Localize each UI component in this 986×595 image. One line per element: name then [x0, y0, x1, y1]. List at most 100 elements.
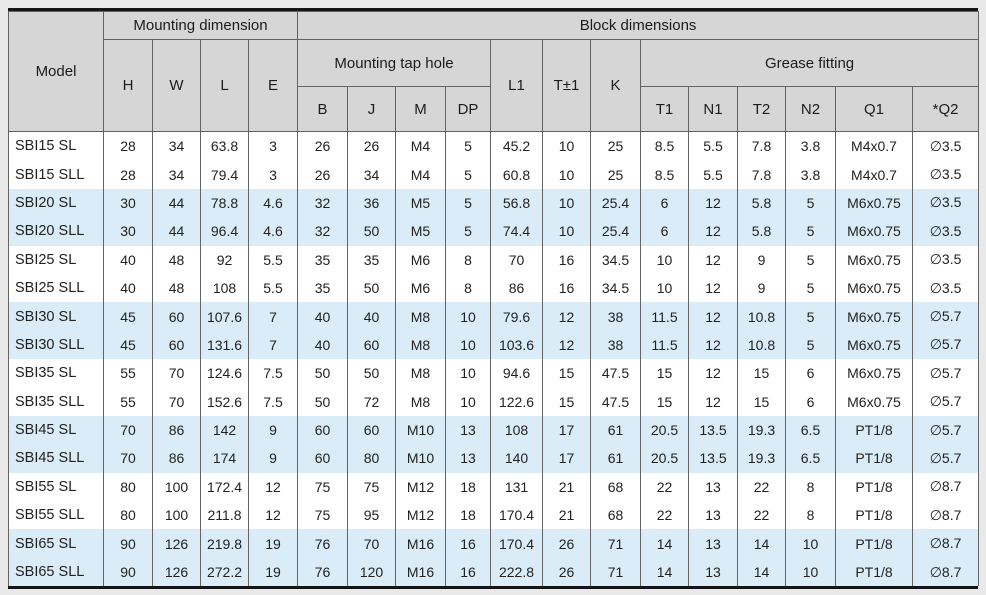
value-cell: 28	[103, 160, 153, 189]
header-col-l1: L1	[490, 39, 543, 132]
value-cell: 32	[297, 217, 348, 246]
table-row: SBI30 SL 45 60 107.6 7 40 40 M8 10 79.6 12 38 11.5 12…	[8, 302, 980, 331]
value-cell: 40	[297, 302, 348, 331]
value-cell: M8	[395, 330, 446, 360]
value-cell: 25	[590, 131, 641, 161]
value-cell: 13	[445, 415, 491, 445]
value-cell: 9	[248, 415, 298, 445]
value-cell: 174	[200, 444, 249, 473]
value-cell: 60.8	[490, 160, 543, 189]
value-cell: 56.8	[490, 188, 543, 218]
value-cell: 36	[347, 188, 396, 218]
value-cell: 50	[297, 359, 348, 388]
value-cell: 15	[542, 359, 591, 388]
table-row: SBI15 SLL 28 34 79.4 3 26 34 M4 5 60.8 10 25 8.5 5.5 7…	[8, 160, 980, 189]
value-cell: 35	[347, 245, 396, 274]
value-cell: 70	[152, 359, 201, 388]
value-cell: 17	[542, 415, 591, 445]
value-cell: 70	[103, 444, 153, 473]
value-cell: 55	[103, 387, 153, 416]
model-cell: SBI55 SLL	[8, 501, 104, 530]
value-cell: 45	[103, 302, 153, 331]
value-cell: M4x0.7	[835, 131, 913, 161]
value-cell: 15	[737, 359, 786, 388]
value-cell: 5.5	[248, 245, 298, 274]
value-cell: 86	[490, 273, 543, 303]
header-grease-fitting: Grease fitting	[639, 39, 980, 87]
value-cell: 7.5	[248, 359, 298, 388]
value-cell: ∅8.7	[911, 472, 980, 502]
value-cell: 40	[297, 330, 348, 360]
value-cell: 5	[785, 302, 836, 331]
value-cell: 12	[248, 472, 298, 502]
value-cell: 14	[640, 529, 689, 558]
value-cell: M16	[395, 557, 446, 587]
header-col-t2: T2	[737, 86, 786, 132]
value-cell: 13.5	[688, 415, 738, 445]
value-cell: 13.5	[688, 444, 738, 473]
value-cell: 103.6	[490, 330, 543, 360]
value-cell: 45.2	[490, 131, 543, 161]
header-mounting-dimension: Mounting dimension	[103, 11, 298, 40]
value-cell: 3.8	[785, 131, 836, 161]
model-cell: SBI45 SL	[8, 415, 104, 445]
value-cell: 34.5	[590, 273, 641, 303]
value-cell: M6x0.75	[835, 330, 913, 360]
value-cell: 71	[590, 529, 641, 558]
value-cell: 50	[347, 217, 396, 246]
value-cell: 71	[590, 557, 641, 587]
value-cell: M6	[395, 273, 446, 303]
value-cell: 6.5	[785, 444, 836, 473]
value-cell: 50	[297, 387, 348, 416]
value-cell: 12	[688, 217, 738, 246]
model-cell: SBI20 SLL	[8, 217, 104, 246]
value-cell: PT1/8	[835, 472, 913, 502]
value-cell: ∅8.7	[911, 529, 980, 558]
value-cell: 34.5	[590, 245, 641, 274]
header-col-q2: *Q2	[911, 86, 980, 132]
value-cell: ∅3.5	[911, 273, 980, 303]
value-cell: ∅8.7	[911, 557, 980, 587]
value-cell: 131	[490, 472, 543, 502]
value-cell: 18	[445, 501, 491, 530]
value-cell: 8.5	[640, 131, 689, 161]
value-cell: 6	[640, 217, 689, 246]
table-row: SBI20 SL 30 44 78.8 4.6 32 36 M5 5 56.8 10 25.4 6 12 5…	[8, 188, 980, 218]
value-cell: 108	[200, 273, 249, 303]
header-model: Model	[8, 11, 104, 132]
value-cell: 170.4	[490, 501, 543, 530]
table-row: SBI35 SL 55 70 124.6 7.5 50 50 M8 10 94.6 15 47.5 15…	[8, 359, 980, 388]
value-cell: 6	[640, 188, 689, 218]
model-cell: SBI65 SLL	[8, 557, 104, 587]
value-cell: 9	[737, 245, 786, 274]
value-cell: 107.6	[200, 302, 249, 331]
value-cell: 70	[347, 529, 396, 558]
model-cell: SBI45 SLL	[8, 444, 104, 473]
table-row: SBI55 SLL 80 100 211.8 12 75 95 M12 18 170.4 21 68 2…	[8, 501, 980, 530]
value-cell: M5	[395, 188, 446, 218]
value-cell: 3.8	[785, 160, 836, 189]
value-cell: 126	[152, 557, 201, 587]
header-col-t1: T1	[640, 86, 689, 132]
value-cell: 10	[542, 217, 591, 246]
value-cell: 272.2	[200, 557, 249, 587]
value-cell: M5	[395, 217, 446, 246]
value-cell: 14	[737, 557, 786, 587]
value-cell: 15	[640, 359, 689, 388]
value-cell: ∅5.7	[911, 415, 980, 445]
value-cell: 26	[542, 529, 591, 558]
value-cell: 35	[297, 245, 348, 274]
value-cell: 6.5	[785, 415, 836, 445]
header-col-t-plus-minus-1: T±1	[542, 39, 591, 132]
value-cell: 32	[297, 188, 348, 218]
value-cell: 92	[200, 245, 249, 274]
value-cell: 12	[542, 330, 591, 360]
value-cell: 12	[248, 501, 298, 530]
value-cell: 13	[445, 444, 491, 473]
value-cell: 61	[590, 415, 641, 445]
value-cell: 63.8	[200, 131, 249, 161]
value-cell: 9	[737, 273, 786, 303]
value-cell: 22	[640, 501, 689, 530]
header-col-dp: DP	[445, 86, 491, 132]
value-cell: M12	[395, 501, 446, 530]
